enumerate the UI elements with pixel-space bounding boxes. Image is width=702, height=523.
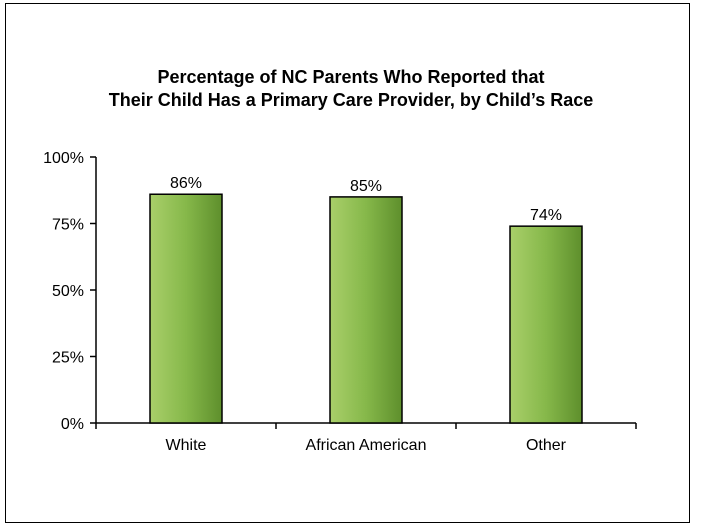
chart-title-line-1: Percentage of NC Parents Who Reported th…: [157, 67, 545, 87]
bar-african-american: [329, 196, 403, 424]
bar-white: [149, 193, 223, 424]
labels: 86% White 85% African American 74% Other: [166, 175, 567, 454]
data-label: 85%: [350, 178, 382, 195]
y-tick-label: 75%: [52, 217, 84, 234]
x-tick-label: White: [166, 437, 207, 454]
chart-title: Percentage of NC Parents Who Reported th…: [0, 66, 702, 112]
axes: 0% 25% 50% 75% 100%: [43, 150, 637, 433]
x-tick-label: African American: [306, 437, 427, 454]
data-label: 74%: [530, 207, 562, 224]
data-label: 86%: [170, 175, 202, 192]
x-tick-label: Other: [526, 437, 567, 454]
chart-title-line-2: Their Child Has a Primary Care Provider,…: [108, 90, 594, 110]
y-tick-label: 25%: [52, 350, 84, 367]
y-tick-label: 50%: [52, 283, 84, 300]
y-tick-label: 100%: [43, 150, 84, 167]
y-tick-label: 0%: [61, 416, 84, 433]
bar-other: [509, 225, 583, 424]
bars: [149, 193, 583, 424]
